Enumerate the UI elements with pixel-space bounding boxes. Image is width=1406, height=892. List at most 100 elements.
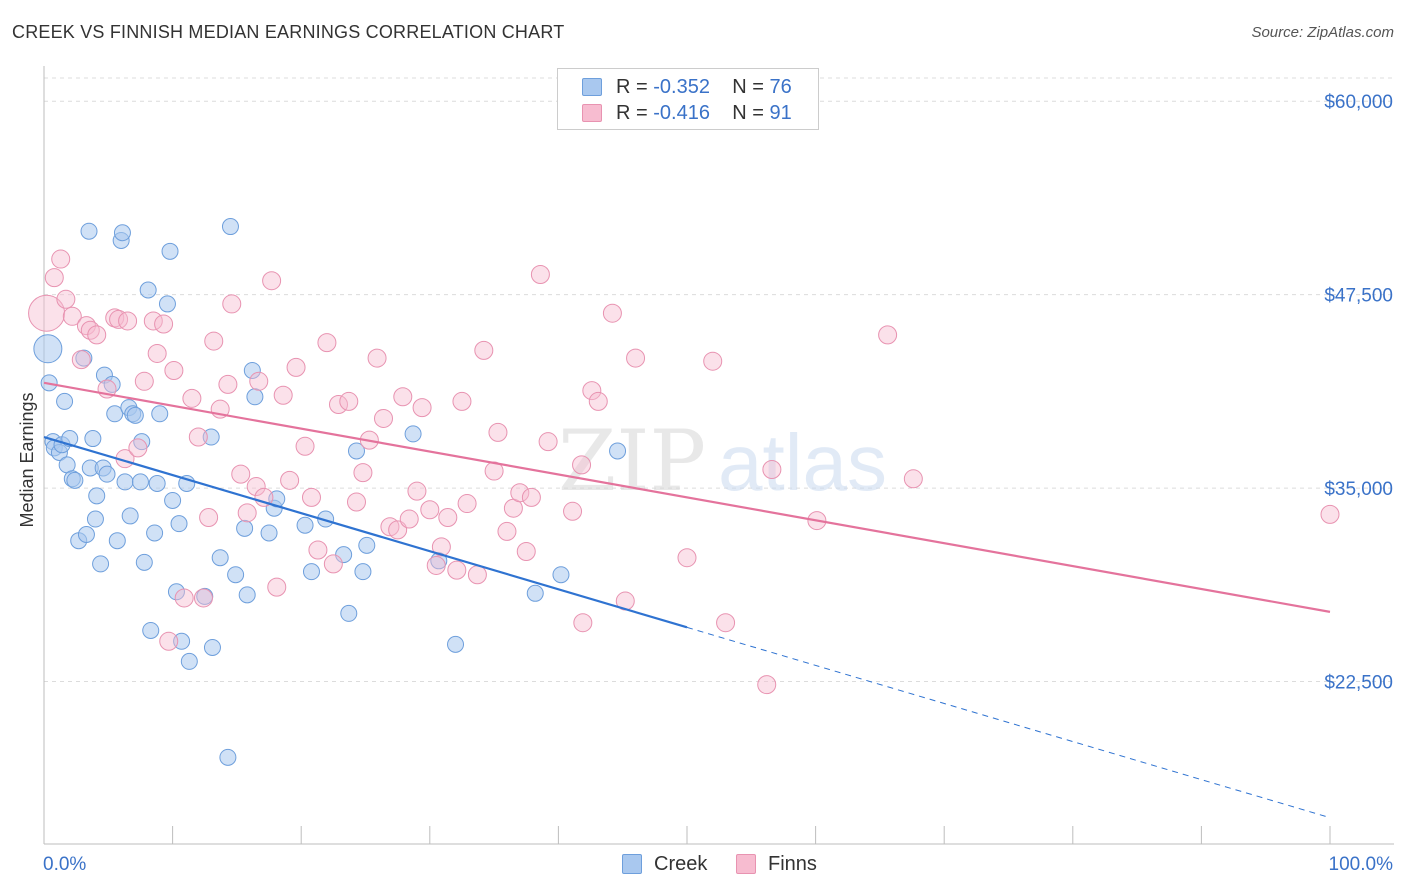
finns-point xyxy=(516,542,536,562)
finns-point xyxy=(87,325,107,345)
finns-point xyxy=(159,631,179,651)
finns-point xyxy=(286,357,306,377)
creek-point xyxy=(113,224,131,242)
x-tick-labels: 0.0% 100.0% xyxy=(43,854,1393,875)
y-tick-labels: $22,500 $35,000 $47,500 $60,000 xyxy=(1324,92,1393,693)
creek-point xyxy=(211,549,229,567)
finns-point xyxy=(182,388,202,408)
creek-point xyxy=(84,430,102,448)
creek-point xyxy=(347,442,365,460)
creek-point xyxy=(146,524,164,542)
finns-point xyxy=(878,325,898,345)
finns-point xyxy=(193,588,213,608)
creek-point xyxy=(447,635,465,653)
creek-point xyxy=(151,405,169,423)
finns-point xyxy=(128,438,148,458)
finns-swatch xyxy=(736,854,756,874)
finns-point xyxy=(134,371,154,391)
finns-point xyxy=(174,588,194,608)
finns-point xyxy=(572,455,592,475)
creek-point xyxy=(116,473,134,491)
legend-r-value-finns: -0.416 xyxy=(653,102,710,124)
legend-label-creek: Creek xyxy=(654,853,708,875)
finns-point xyxy=(147,343,167,363)
finns-point xyxy=(757,675,777,695)
finns-point xyxy=(716,613,736,633)
finns-point xyxy=(317,333,337,353)
finns-point xyxy=(262,271,282,291)
x-tick-label-min: 0.0% xyxy=(43,854,86,875)
finns-point xyxy=(346,492,366,512)
creek-point xyxy=(126,406,144,424)
creek-point xyxy=(148,474,166,492)
creek-trend-line xyxy=(43,435,688,629)
finns-point xyxy=(426,555,446,575)
creek-point xyxy=(552,566,570,584)
finns-point xyxy=(143,311,163,331)
finns-point xyxy=(488,422,508,442)
axes xyxy=(43,66,1394,845)
finns-point xyxy=(374,408,394,428)
creek-point xyxy=(260,524,278,542)
y-tick-label: $60,000 xyxy=(1324,92,1393,113)
creek-point xyxy=(86,510,104,528)
finns-point xyxy=(762,460,782,480)
finns-point xyxy=(154,314,174,334)
creek-point xyxy=(203,638,221,656)
finns-point xyxy=(222,294,242,314)
finns-point xyxy=(51,249,71,269)
creek-point xyxy=(158,295,176,313)
creek-point xyxy=(56,392,74,410)
creek-point xyxy=(404,425,422,443)
legend-n-value-creek: 76 xyxy=(769,76,792,98)
finns-point xyxy=(199,507,219,527)
legend-r-label: R = xyxy=(616,102,654,124)
y-axis-label: Median Earnings xyxy=(17,392,37,527)
creek-point xyxy=(202,428,220,446)
creek-point xyxy=(609,442,627,460)
finns-point xyxy=(380,517,400,537)
creek-point xyxy=(227,566,245,584)
finns-point xyxy=(412,398,432,418)
creek-point xyxy=(92,555,110,573)
finns-point xyxy=(452,391,472,411)
legend-n-value-finns: 91 xyxy=(769,102,792,124)
creek-point xyxy=(142,621,160,639)
finns-point xyxy=(457,494,477,514)
finns-point xyxy=(295,436,315,456)
creek-point xyxy=(88,487,106,505)
finns-point xyxy=(393,387,413,407)
finns-point xyxy=(563,501,583,521)
creek-point xyxy=(354,563,372,581)
finns-point xyxy=(267,577,287,597)
finns-point xyxy=(447,560,467,580)
creek-point xyxy=(131,473,149,491)
finns-point xyxy=(218,374,238,394)
creek-point xyxy=(170,515,188,533)
finns-point xyxy=(420,500,440,520)
finns-point xyxy=(602,303,622,323)
chart-title: CREEK VS FINNISH MEDIAN EARNINGS CORRELA… xyxy=(12,22,565,42)
y-tick-label: $47,500 xyxy=(1324,286,1393,307)
legend-n-label: N = xyxy=(732,102,770,124)
y-tick-label: $35,000 xyxy=(1324,479,1393,500)
finns-point xyxy=(510,483,530,503)
finns-point xyxy=(367,348,387,368)
finns-point xyxy=(677,548,697,568)
finns-point xyxy=(353,463,373,483)
creek-point xyxy=(358,536,376,554)
creek-point xyxy=(296,516,314,534)
finns-point xyxy=(308,540,328,560)
creek-point xyxy=(108,532,126,550)
finns-point xyxy=(582,381,602,401)
finns-point xyxy=(204,331,224,351)
finns-point xyxy=(438,507,458,527)
finns-point xyxy=(118,311,138,331)
creek-point xyxy=(302,563,320,581)
finns-point xyxy=(588,391,608,411)
creek-point xyxy=(221,218,239,236)
finns-point xyxy=(56,289,76,309)
finns-point xyxy=(188,427,208,447)
finns-point xyxy=(521,487,541,507)
finns-point xyxy=(703,351,723,371)
